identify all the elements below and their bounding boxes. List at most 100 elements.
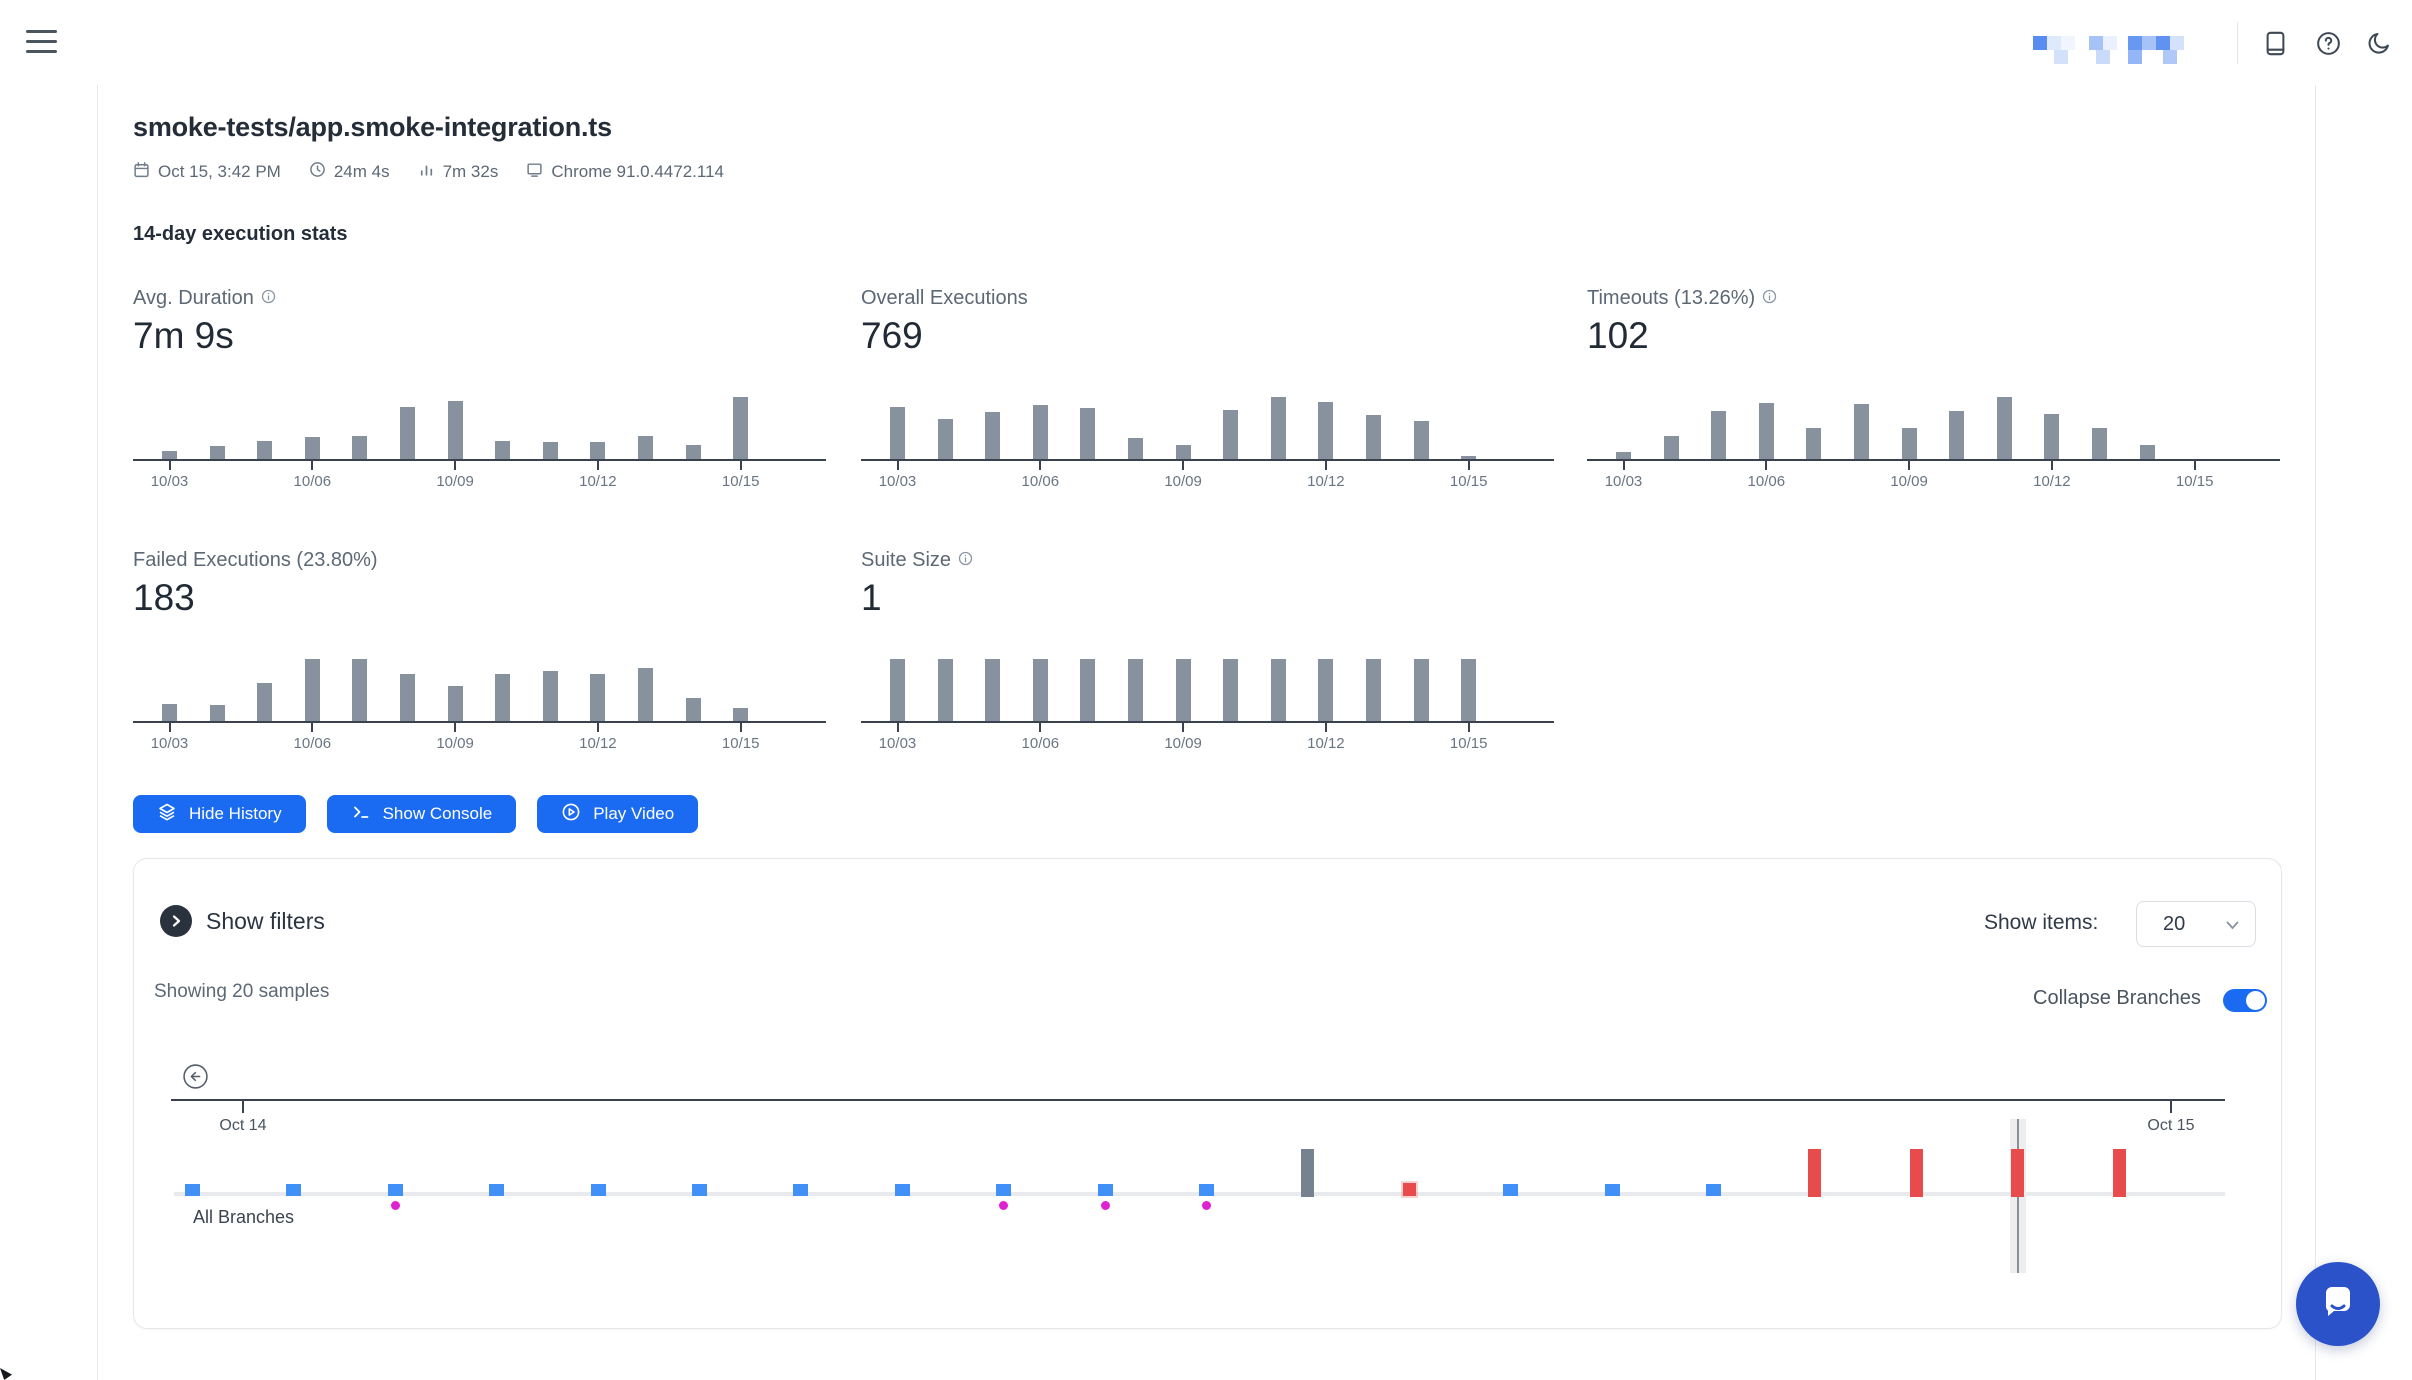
axis-tick — [1182, 461, 1185, 470]
timeline-sample-passed[interactable] — [1503, 1184, 1519, 1196]
mini-bar — [1461, 455, 1477, 459]
info-icon — [1762, 287, 1777, 310]
info-icon — [261, 287, 276, 310]
axis-tick-label: 10/09 — [1164, 473, 1202, 490]
timeline-sample-failed-tall[interactable] — [2112, 1149, 2126, 1197]
axis-tick-label: 10/12 — [1307, 473, 1345, 490]
help-icon[interactable] — [2315, 30, 2342, 57]
stat-value: 769 — [861, 315, 923, 356]
timeline-sample-failed-small[interactable] — [1400, 1181, 1418, 1198]
show-filters-button[interactable]: Show filters — [160, 905, 325, 937]
mini-bar — [447, 400, 463, 459]
chart-axis — [861, 459, 1554, 461]
axis-tick — [596, 461, 599, 470]
mini-bar — [590, 442, 606, 459]
mini-bar — [1413, 659, 1429, 721]
axis-tick — [2050, 461, 2053, 470]
mini-bar — [162, 450, 177, 459]
stat-value: 1 — [861, 577, 882, 618]
timeline-sample-passed[interactable] — [185, 1184, 200, 1196]
axis-tick-label: 10/15 — [2175, 473, 2214, 490]
axis-tick-label: 10/06 — [1021, 735, 1060, 752]
timeline-sample-passed[interactable] — [894, 1184, 910, 1196]
branch-flag-dot — [1202, 1201, 1211, 1210]
stat-label: Avg. Duration — [133, 287, 254, 309]
mini-bar — [1128, 437, 1143, 459]
mini-bar-chart — [861, 397, 1554, 459]
chart-ticks: 10/03 10/06 10/09 10/12 10/15 — [133, 461, 826, 491]
timeline-sample-passed[interactable] — [1706, 1184, 1721, 1196]
play-video-button[interactable]: Play Video — [537, 795, 699, 833]
branch-flag-dot — [390, 1201, 400, 1210]
dark-mode-moon-icon[interactable] — [2366, 30, 2393, 57]
timeline-sample-neutral-tall[interactable] — [1301, 1149, 1315, 1197]
chart-axis — [1587, 459, 2280, 461]
clock-icon — [309, 161, 326, 183]
timeline-sample-passed[interactable] — [387, 1184, 403, 1196]
axis-tick-label: 10/15 — [721, 735, 760, 752]
mini-bar — [400, 406, 415, 459]
axis-tick-label: 10/09 — [436, 735, 474, 752]
mini-bar — [985, 659, 1001, 721]
docs-icon[interactable] — [2262, 30, 2289, 57]
chat-launcher-button[interactable] — [2296, 1262, 2380, 1346]
timeline-sample-passed[interactable] — [489, 1184, 505, 1196]
timeline-sample-passed[interactable] — [1604, 1184, 1620, 1196]
axis-tick-label: 10/12 — [1307, 735, 1345, 752]
timeline-sample-failed-tall[interactable] — [1909, 1149, 1923, 1197]
timeline-sample-passed[interactable] — [692, 1184, 707, 1196]
page-title: smoke-tests/app.smoke-integration.ts — [133, 112, 612, 142]
axis-tick-label: 10/09 — [1890, 473, 1928, 490]
meta-total-duration-text: 24m 4s — [333, 162, 390, 181]
collapse-branches-toggle[interactable] — [2223, 989, 2267, 1012]
mini-bar — [542, 670, 558, 721]
timeline-sample-passed[interactable] — [590, 1184, 606, 1196]
mini-bar — [1806, 428, 1822, 459]
axis-tick-label: 10/06 — [293, 735, 332, 752]
axis-tick — [168, 461, 171, 470]
axis-tick-label: 10/03 — [878, 735, 917, 752]
mini-bar — [2092, 428, 2107, 459]
show-console-button[interactable]: Show Console — [326, 795, 517, 833]
mini-bar — [257, 682, 273, 721]
axis-tick — [896, 461, 899, 470]
branch-flag-dot — [1100, 1201, 1110, 1210]
timeline-sample-passed[interactable] — [996, 1184, 1012, 1196]
timeline-start-label: Oct 14 — [219, 1117, 267, 1134]
mini-bar-chart — [1587, 397, 2280, 459]
timeline-sample-passed[interactable] — [793, 1184, 809, 1196]
timeline-sample-passed[interactable] — [286, 1184, 302, 1196]
axis-tick — [168, 723, 171, 732]
chevron-right-circle-icon — [160, 905, 192, 937]
content-right-border — [2315, 85, 2316, 1380]
mini-bar — [257, 441, 273, 459]
meta-date: Oct 15, 3:42 PM — [133, 160, 281, 184]
hide-history-button[interactable]: Hide History — [133, 795, 306, 833]
axis-tick-label: 10/03 — [1604, 473, 1643, 490]
chart-ticks: 10/03 10/06 10/09 10/12 10/15 — [133, 723, 826, 753]
show-items-select[interactable]: 20 — [2136, 901, 2256, 947]
toggle-knob — [2246, 991, 2265, 1010]
menu-icon[interactable] — [26, 28, 57, 56]
timeline-sample-passed[interactable] — [1097, 1184, 1113, 1196]
layers-icon — [157, 802, 177, 827]
timeline-sample-passed[interactable] — [1199, 1184, 1214, 1196]
mini-bar — [1901, 428, 1917, 459]
mini-bar — [733, 707, 749, 721]
mini-bar — [352, 659, 368, 721]
stat-label: Suite Size — [861, 549, 952, 571]
axis-tick-label: 10/03 — [150, 735, 189, 752]
axis-tick — [1467, 723, 1470, 732]
timeline-sample-failed-tall[interactable] — [1808, 1149, 1822, 1197]
timeline-sample-failed-tall[interactable] — [2011, 1149, 2025, 1197]
axis-tick — [1182, 723, 1185, 732]
chevron-down-icon — [2226, 921, 2239, 930]
mini-bar — [1080, 659, 1096, 721]
mini-bar — [162, 704, 177, 721]
mini-bar — [1711, 410, 1727, 459]
chart-ticks: 10/03 10/06 10/09 10/12 10/15 — [861, 723, 1554, 753]
mini-bar-chart — [861, 659, 1554, 721]
timeline-back-icon[interactable] — [182, 1063, 209, 1090]
info-icon — [958, 549, 973, 572]
mini-bar — [1413, 421, 1429, 459]
